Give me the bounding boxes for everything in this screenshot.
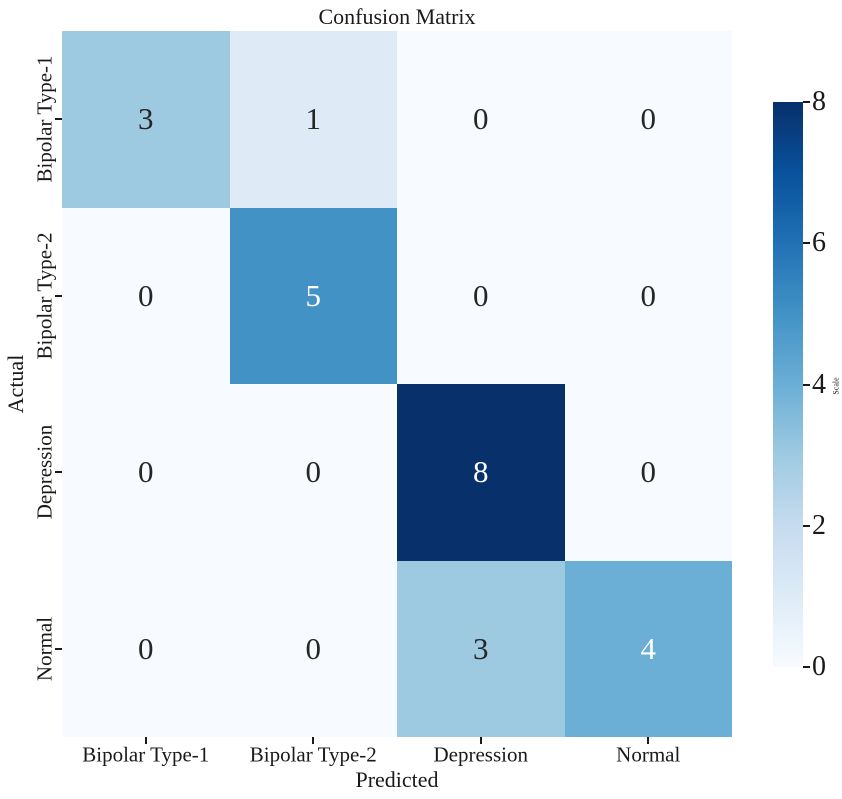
heatmap-cell: 0: [229, 560, 397, 737]
x-tick-label: Bipolar Type-2: [249, 742, 377, 767]
heatmap-cell: 0: [62, 384, 230, 561]
colorbar-tick-mark: [803, 101, 810, 103]
heatmap-cell: 0: [62, 560, 230, 737]
heatmap-cell: 0: [62, 207, 230, 384]
chart-title: Confusion Matrix: [318, 4, 476, 29]
y-axis-label: Actual: [3, 354, 28, 414]
x-tick-mark: [144, 737, 147, 744]
y-tick-label: Bipolar Type-1: [32, 55, 57, 183]
y-tick-mark: [55, 118, 62, 121]
x-tick-label: Bipolar Type-1: [82, 742, 210, 767]
heatmap-cell: 3: [62, 31, 230, 208]
colorbar-scale-label: Scale: [831, 377, 841, 395]
heatmap-cell: 0: [564, 207, 732, 384]
y-tick-label: Depression: [32, 425, 57, 520]
heatmap-cell: 8: [397, 384, 565, 561]
y-tick-mark: [55, 647, 62, 650]
heatmap-cell: 0: [564, 384, 732, 561]
colorbar-tick-mark: [803, 242, 810, 245]
heatmap-cell: 1: [229, 31, 397, 208]
colorbar-tick-label: 8: [812, 86, 826, 117]
x-tick-mark: [479, 737, 482, 744]
y-tick-label: Bipolar Type-2: [32, 232, 57, 360]
x-tick-mark: [647, 737, 650, 744]
heatmap-cell: 0: [397, 207, 565, 384]
colorbar-tick-mark: [803, 524, 810, 527]
heatmap-cell: 0: [564, 31, 732, 208]
colorbar-tick-label: 2: [812, 509, 826, 541]
x-axis-label: Predicted: [355, 767, 439, 792]
y-tick-mark: [55, 294, 62, 297]
heatmap-cell: 4: [564, 560, 732, 737]
colorbar-tick-label: 0: [812, 651, 826, 682]
x-tick-label: Normal: [616, 742, 681, 767]
heatmap-cell: 3: [397, 560, 565, 737]
y-tick-label: Normal: [32, 616, 57, 681]
colorbar-tick-label: 6: [812, 227, 826, 259]
colorbar-gradient: [773, 102, 803, 667]
colorbar-tick-label: 4: [812, 368, 826, 400]
colorbar-tick-mark: [803, 383, 810, 386]
heatmap-cell: 5: [229, 207, 397, 384]
heatmap-cell: 0: [397, 31, 565, 208]
x-tick-label: Depression: [433, 742, 528, 767]
x-tick-mark: [312, 737, 315, 744]
colorbar-tick-mark: [803, 666, 810, 668]
y-tick-mark: [55, 471, 62, 474]
heatmap-cell: 0: [229, 384, 397, 561]
